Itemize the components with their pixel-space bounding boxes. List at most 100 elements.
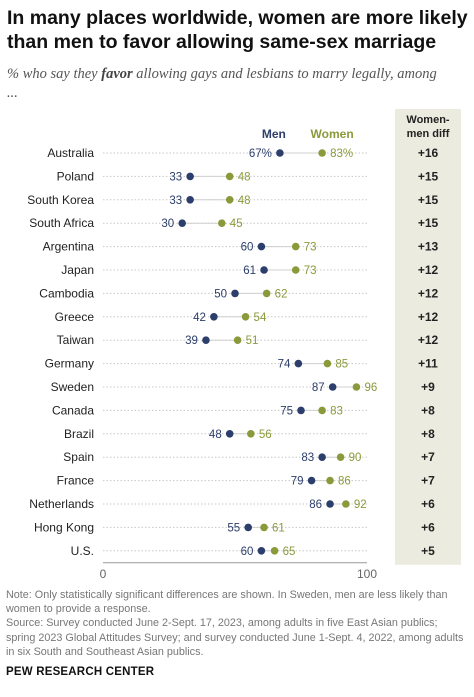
men-value-label: 30 bbox=[161, 218, 174, 230]
women-point bbox=[218, 219, 226, 227]
men-point bbox=[244, 523, 252, 532]
women-value-label: 90 bbox=[349, 452, 362, 464]
women-point bbox=[336, 453, 345, 462]
women-value-label: 83% bbox=[330, 148, 353, 160]
men-point bbox=[257, 547, 266, 555]
dot-plot: Women-men diff Men Women Australia 67% 83% +16… bbox=[27, 109, 461, 581]
women-point bbox=[291, 266, 300, 274]
men-value-label: 33 bbox=[169, 195, 182, 207]
men-point bbox=[326, 500, 334, 508]
diff-value: +8 bbox=[421, 427, 435, 441]
men-value-label: 79 bbox=[291, 476, 304, 488]
women-point bbox=[318, 149, 326, 157]
source-text: Source: Survey conducted June 2-Sept. 17… bbox=[6, 617, 464, 658]
women-point bbox=[225, 196, 234, 204]
diff-value: +9 bbox=[421, 380, 435, 394]
legend-men: Men bbox=[262, 127, 286, 141]
men-value-label: 55 bbox=[227, 522, 240, 534]
women-point bbox=[323, 359, 332, 368]
women-point bbox=[260, 523, 268, 532]
subtitle-after: allowing gays and lesbians to marry lega… bbox=[7, 66, 437, 101]
diff-value: +8 bbox=[421, 403, 435, 417]
women-value-label: 45 bbox=[230, 218, 243, 230]
diff-value: +6 bbox=[421, 497, 435, 511]
women-value-label: 73 bbox=[304, 265, 317, 277]
source-org-logo: PEW RESEARCH CENTER bbox=[6, 666, 155, 678]
men-point bbox=[307, 476, 316, 485]
diff-value: +12 bbox=[418, 310, 439, 324]
diff-value: +12 bbox=[418, 286, 439, 300]
women-value-label: 65 bbox=[283, 546, 296, 558]
diff-value: +16 bbox=[418, 146, 439, 160]
women-value-label: 54 bbox=[254, 312, 267, 324]
category-label: Spain bbox=[63, 450, 94, 464]
women-value-label: 85 bbox=[335, 359, 348, 371]
men-value-label: 39 bbox=[185, 335, 198, 347]
category-label: Argentina bbox=[43, 240, 95, 254]
chart-title: In many places worldwide, women are more… bbox=[7, 7, 468, 53]
men-point bbox=[178, 219, 186, 227]
note-text: Note: Only statistically significant dif… bbox=[6, 589, 448, 616]
category-label: Taiwan bbox=[57, 333, 94, 347]
men-value-label: 61 bbox=[243, 265, 256, 277]
diff-value: +6 bbox=[421, 520, 435, 534]
category-label: Cambodia bbox=[39, 286, 94, 300]
women-value-label: 48 bbox=[238, 171, 251, 183]
women-point bbox=[291, 242, 300, 251]
men-point bbox=[257, 242, 266, 251]
men-point bbox=[328, 383, 337, 391]
footer-notes: Note: Only statistically significant dif… bbox=[6, 588, 468, 659]
diff-header: Women-men diff bbox=[406, 114, 450, 140]
diff-value: +15 bbox=[418, 216, 439, 230]
men-point bbox=[186, 196, 194, 204]
category-label: Hong Kong bbox=[34, 520, 94, 534]
diff-value: +13 bbox=[418, 240, 439, 254]
women-value-label: 61 bbox=[272, 522, 285, 534]
category-label: U.S. bbox=[71, 544, 94, 558]
women-value-label: 92 bbox=[354, 499, 367, 511]
men-value-label: 60 bbox=[241, 242, 254, 254]
category-label: Brazil bbox=[64, 427, 94, 441]
men-point bbox=[260, 266, 268, 274]
category-label: Greece bbox=[55, 310, 95, 324]
men-value-label: 67% bbox=[249, 148, 272, 160]
diff-value: +15 bbox=[418, 193, 439, 207]
diff-value: +7 bbox=[421, 450, 435, 464]
category-label: South Africa bbox=[29, 216, 94, 230]
men-value-label: 75 bbox=[280, 405, 293, 417]
men-point bbox=[318, 453, 326, 462]
women-value-label: 83 bbox=[330, 405, 343, 417]
men-value-label: 33 bbox=[169, 171, 182, 183]
women-point bbox=[318, 406, 326, 415]
legend-women: Women bbox=[311, 127, 354, 141]
category-label: France bbox=[57, 474, 95, 488]
women-value-label: 86 bbox=[338, 476, 351, 488]
women-value-label: 56 bbox=[259, 429, 272, 441]
women-point bbox=[326, 476, 334, 485]
women-point bbox=[342, 500, 350, 508]
men-value-label: 42 bbox=[193, 312, 206, 324]
men-point bbox=[294, 359, 303, 368]
category-label: Canada bbox=[52, 403, 94, 417]
category-label: South Korea bbox=[27, 193, 94, 207]
men-point bbox=[202, 336, 210, 345]
men-point bbox=[276, 149, 284, 157]
men-value-label: 50 bbox=[214, 288, 227, 300]
women-point bbox=[247, 430, 255, 438]
diff-value: +7 bbox=[421, 474, 435, 488]
diff-column-background bbox=[395, 109, 461, 565]
subtitle-emphasis: favor bbox=[101, 66, 133, 82]
women-value-label: 73 bbox=[304, 242, 317, 254]
category-label: Poland bbox=[57, 169, 94, 183]
men-point bbox=[186, 172, 194, 181]
diff-value: +11 bbox=[418, 357, 438, 371]
category-label: Australia bbox=[47, 146, 94, 160]
subtitle-before: % who say they bbox=[7, 66, 102, 82]
women-point bbox=[233, 336, 242, 345]
diff-value: +12 bbox=[418, 333, 439, 347]
category-label: Germany bbox=[45, 357, 94, 371]
women-value-label: 62 bbox=[275, 288, 288, 300]
category-label: Netherlands bbox=[29, 497, 94, 511]
women-value-label: 48 bbox=[238, 195, 251, 207]
women-value-label: 96 bbox=[364, 382, 377, 394]
